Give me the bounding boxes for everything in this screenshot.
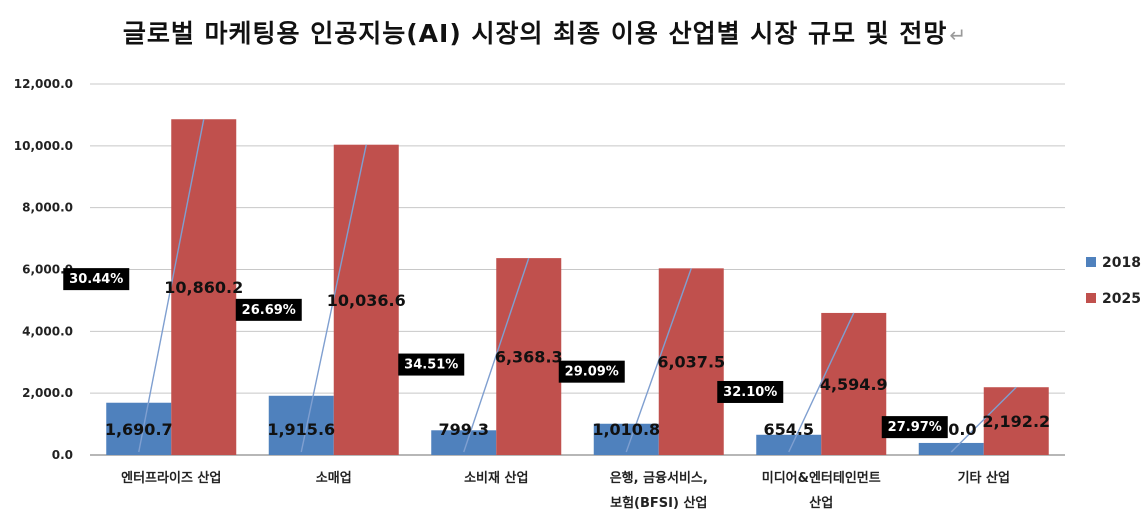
growth-line bbox=[625, 268, 692, 453]
y-tick-label: 10,000.0 bbox=[14, 139, 73, 153]
cagr-box bbox=[235, 298, 302, 321]
bar-2025 bbox=[821, 312, 887, 455]
chart-title-text: 글로벌 마케팅용 인공지능(AI) 시장의 최종 이용 산업별 시장 규모 및 … bbox=[122, 19, 948, 48]
cagr-label: 26.69% bbox=[242, 303, 296, 318]
growth-line bbox=[300, 144, 367, 453]
cagr-box bbox=[558, 360, 625, 383]
cagr-label: 34.51% bbox=[404, 358, 458, 373]
value-label-2025: 10,036.6 bbox=[327, 291, 406, 310]
value-label-2025: 6,368.3 bbox=[495, 348, 563, 367]
value-label-2018: 1,915.6 bbox=[267, 420, 335, 439]
growth-line bbox=[788, 312, 855, 453]
growth-line bbox=[138, 119, 205, 453]
y-tick-label: 6,000.0 bbox=[22, 263, 73, 277]
bar-2018 bbox=[918, 442, 984, 455]
legend-swatch-2025 bbox=[1086, 293, 1096, 303]
bar-2025 bbox=[983, 387, 1049, 455]
cagr-label: 29.09% bbox=[565, 365, 619, 380]
bar-2018 bbox=[268, 395, 334, 455]
x-category-label: 보험(BFSI) 산업 bbox=[610, 495, 707, 511]
y-tick-label: 8,000.0 bbox=[22, 201, 73, 215]
growth-line bbox=[950, 386, 1017, 453]
cagr-label: 30.44% bbox=[69, 272, 123, 287]
value-label-2025: 10,860.2 bbox=[164, 278, 243, 297]
y-tick-label: 12,000.0 bbox=[14, 77, 73, 91]
return-mark-icon: ↵ bbox=[949, 23, 968, 47]
value-label-2018: 1,010.8 bbox=[592, 420, 660, 439]
y-tick-label: 0.0 bbox=[52, 448, 73, 462]
x-category-label: 산업 bbox=[809, 495, 833, 511]
cagr-box bbox=[63, 268, 130, 291]
legend-label-2025: 2025 bbox=[1102, 291, 1141, 307]
x-category-label: 기타 산업 bbox=[958, 470, 1010, 486]
bar-2018 bbox=[106, 402, 172, 455]
cagr-box bbox=[398, 353, 465, 376]
x-category-label: 소비재 산업 bbox=[464, 470, 528, 486]
value-label-2018: 799.3 bbox=[438, 420, 489, 439]
value-label-2025: 2,192.2 bbox=[982, 412, 1050, 431]
x-category-label: 미디어&엔터테인먼트 bbox=[762, 470, 881, 486]
bar-2018 bbox=[593, 423, 659, 455]
cagr-box bbox=[881, 416, 948, 439]
y-tick-label: 4,000.0 bbox=[22, 324, 73, 338]
legend-swatch-2018 bbox=[1086, 257, 1096, 267]
cagr-label: 32.10% bbox=[723, 385, 777, 400]
value-label-2018: 1,690.7 bbox=[105, 420, 173, 439]
bar-2018 bbox=[756, 434, 822, 455]
value-label-2025: 6,037.5 bbox=[657, 353, 725, 372]
x-category-label: 소매업 bbox=[316, 471, 352, 486]
x-category-label: 은행, 금융서비스, bbox=[610, 470, 708, 486]
growth-line bbox=[463, 257, 530, 453]
bar-2025 bbox=[333, 144, 399, 455]
chart-title: 글로벌 마케팅용 인공지능(AI) 시장의 최종 이용 산업별 시장 규모 및 … bbox=[0, 14, 1090, 50]
y-tick-label: 2,000.0 bbox=[22, 386, 73, 400]
bar-2025 bbox=[658, 268, 724, 455]
value-label-2025: 4,594.9 bbox=[820, 375, 888, 394]
bar-2025 bbox=[171, 119, 237, 455]
value-label-2018: 654.5 bbox=[763, 420, 814, 439]
cagr-box bbox=[717, 380, 784, 403]
x-category-label: 엔터프라이즈 산업 bbox=[121, 470, 221, 486]
cagr-label: 27.97% bbox=[888, 420, 942, 435]
bar-2025 bbox=[496, 258, 562, 455]
legend-label-2018: 2018 bbox=[1102, 255, 1141, 271]
